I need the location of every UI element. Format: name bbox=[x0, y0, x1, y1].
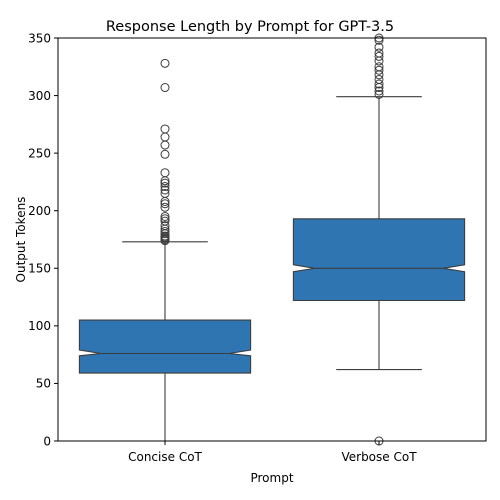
y-tick-label: 200 bbox=[28, 204, 51, 218]
outlier-point bbox=[374, 79, 384, 89]
box-verbose-cot bbox=[292, 33, 466, 446]
outlier-point bbox=[374, 51, 384, 61]
outlier-point bbox=[374, 65, 384, 75]
outlier-point bbox=[160, 216, 170, 226]
outlier-point bbox=[160, 202, 170, 212]
y-tick-label: 150 bbox=[28, 262, 51, 276]
outlier-point bbox=[374, 70, 384, 80]
outlier-point bbox=[160, 83, 170, 93]
outlier-point bbox=[374, 35, 384, 45]
x-tick-label: Verbose CoT bbox=[341, 450, 417, 464]
outlier-point bbox=[374, 48, 384, 58]
outlier-point bbox=[160, 132, 170, 142]
x-axis: Concise CoT Verbose CoT bbox=[128, 441, 417, 464]
chart-title: Response Length by Prompt for GPT-3.5 bbox=[106, 19, 394, 35]
outlier-point bbox=[160, 226, 170, 236]
outlier-point bbox=[160, 149, 170, 159]
outlier-point bbox=[374, 89, 384, 99]
outlier-point bbox=[160, 231, 170, 241]
outlier-point bbox=[160, 182, 170, 192]
box-concise-cot bbox=[78, 58, 252, 442]
outlier-point bbox=[160, 188, 170, 198]
y-axis: 0 50 100 150 200 250 300 350 bbox=[28, 31, 58, 448]
outlier-point bbox=[160, 199, 170, 209]
outlier-point bbox=[160, 185, 170, 195]
x-tick-label: Concise CoT bbox=[128, 450, 202, 464]
outlier-point bbox=[160, 140, 170, 150]
x-axis-label: Prompt bbox=[250, 471, 293, 485]
y-tick-label: 50 bbox=[36, 377, 51, 391]
outlier-point bbox=[160, 168, 170, 178]
y-tick-label: 0 bbox=[43, 434, 51, 448]
y-tick-label: 300 bbox=[28, 89, 51, 103]
outlier-point bbox=[374, 86, 384, 96]
outlier-point bbox=[160, 58, 170, 68]
outlier-point bbox=[374, 62, 384, 72]
box-body bbox=[78, 319, 252, 374]
outlier-point bbox=[374, 42, 384, 52]
outlier-point bbox=[160, 124, 170, 134]
plot-area bbox=[78, 33, 466, 446]
outlier-point bbox=[160, 211, 170, 221]
outlier-point bbox=[374, 56, 384, 66]
y-axis-label: Output Tokens bbox=[14, 197, 28, 283]
outlier-point bbox=[160, 178, 170, 188]
y-tick-label: 100 bbox=[28, 319, 51, 333]
outlier-point bbox=[374, 74, 384, 84]
outlier-point bbox=[160, 221, 170, 231]
box-body bbox=[292, 218, 466, 302]
y-tick-label: 350 bbox=[28, 31, 51, 45]
outlier-point bbox=[160, 214, 170, 224]
y-tick-label: 250 bbox=[28, 146, 51, 160]
plot-frame bbox=[57, 37, 487, 442]
